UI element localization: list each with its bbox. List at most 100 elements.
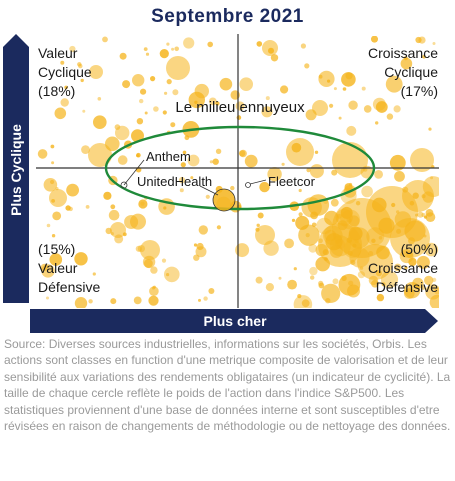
stock-bubble: [164, 91, 168, 95]
stock-bubble: [412, 192, 419, 199]
stock-bubble: [163, 206, 167, 210]
stock-bubble: [198, 225, 208, 235]
stock-bubble: [145, 52, 150, 56]
stock-bubble: [346, 125, 357, 136]
stock-bubble: [50, 144, 55, 149]
stock-bubble: [205, 194, 210, 199]
stock-bubble: [171, 47, 175, 51]
stock-bubble: [255, 227, 260, 232]
stock-bubble: [386, 113, 394, 120]
stock-bubble: [293, 267, 297, 271]
stock-bubble: [412, 277, 424, 289]
stock-bubble: [315, 256, 331, 272]
unitedhealth-label: UnitedHealth: [137, 174, 212, 189]
stock-bubble: [416, 255, 430, 269]
quadrant-weight: (17%): [400, 83, 438, 99]
stock-bubble: [434, 287, 439, 295]
quadrant-growth-defensive: (50%) Croissance Défensive: [368, 240, 438, 297]
stock-bubble: [333, 87, 337, 91]
stock-bubble: [376, 245, 390, 260]
stock-bubble: [301, 299, 310, 308]
stock-bubble: [291, 218, 296, 222]
stock-bubble: [93, 115, 107, 129]
anthem-marker: [120, 181, 128, 189]
stock-bubble: [132, 74, 145, 87]
stock-bubble: [207, 41, 213, 48]
stock-bubble: [298, 224, 320, 246]
stock-bubble: [425, 212, 436, 223]
stock-bubble: [190, 176, 194, 180]
stock-bubble: [257, 212, 264, 219]
quadrant-value-defensive: (15%) Valeur Défensive: [38, 240, 100, 297]
stock-bubble: [389, 154, 406, 171]
stock-bubble: [150, 76, 156, 82]
stock-bubble: [318, 238, 323, 244]
stock-bubble: [322, 249, 329, 256]
stock-bubble: [203, 296, 208, 301]
stock-bubble: [114, 124, 121, 130]
stock-bubble: [348, 100, 358, 110]
stock-bubble: [428, 127, 432, 131]
stock-bubble: [88, 143, 112, 167]
fleetcor-marker: [245, 182, 251, 188]
stock-bubble: [239, 77, 253, 91]
unitedhealth-bubble: [212, 188, 236, 212]
anthem-leader: [123, 159, 145, 186]
stock-bubble: [148, 295, 159, 306]
stock-bubble: [212, 158, 219, 165]
y-axis-arrow: [3, 34, 29, 303]
stock-bubble: [51, 199, 55, 203]
stock-bubble: [338, 116, 342, 120]
stock-bubble: [340, 187, 357, 204]
stock-bubble: [131, 129, 144, 143]
stock-bubble: [280, 85, 289, 94]
quadrant-label: Défensive: [38, 279, 101, 295]
stock-bubble: [139, 98, 144, 104]
stock-bubble: [394, 211, 412, 228]
stock-bubble: [162, 110, 167, 115]
stock-bubble: [65, 205, 71, 211]
stock-bubble: [208, 97, 217, 106]
stock-bubble: [51, 161, 55, 165]
stock-bubble: [403, 56, 408, 61]
stock-bubble: [432, 42, 436, 45]
stock-bubble: [324, 210, 339, 226]
stock-bubble: [318, 70, 335, 87]
stock-bubble: [410, 148, 434, 172]
stock-bubble: [409, 200, 415, 206]
stock-bubble: [119, 52, 127, 60]
stock-bubble: [238, 150, 246, 157]
stock-bubble: [424, 242, 439, 257]
stock-bubble: [309, 266, 318, 276]
stock-bubble: [394, 171, 405, 182]
stock-bubble: [153, 106, 159, 112]
stock-bubble: [143, 47, 148, 51]
stock-bubble: [330, 198, 339, 207]
stock-bubble: [105, 227, 112, 235]
stock-bubble: [268, 47, 274, 54]
stock-bubble: [323, 225, 343, 246]
stock-bubble: [105, 136, 120, 152]
stock-bubble: [335, 208, 353, 226]
stock-bubble: [305, 109, 317, 121]
stock-bubble: [422, 191, 434, 203]
stock-bubble: [130, 213, 146, 230]
stock-bubble: [140, 240, 160, 260]
stock-bubble: [345, 72, 353, 80]
stock-bubble: [41, 264, 55, 278]
stock-bubble: [198, 298, 201, 302]
stock-bubble: [355, 201, 361, 206]
stock-bubble: [82, 109, 86, 113]
stock-bubble: [77, 62, 82, 67]
stock-bubble: [43, 178, 58, 192]
stock-bubble: [69, 45, 76, 53]
stock-bubble: [209, 160, 213, 164]
stock-bubble: [278, 276, 282, 280]
stock-bubble: [316, 217, 333, 235]
stock-bubble: [318, 280, 324, 286]
stock-bubble: [49, 253, 63, 266]
stock-bubble: [256, 223, 260, 227]
stock-bubble: [60, 98, 69, 107]
stock-bubble: [396, 228, 402, 234]
stock-bubble: [424, 275, 434, 286]
